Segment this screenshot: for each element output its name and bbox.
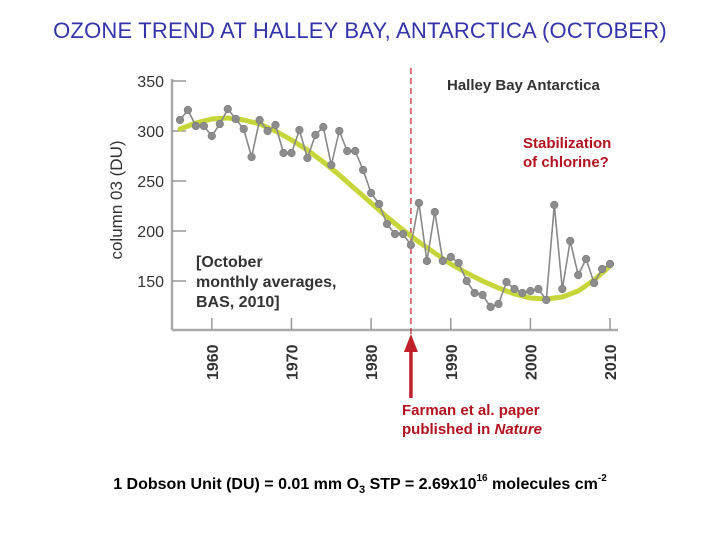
data-point [581, 254, 591, 264]
data-point [295, 125, 304, 135]
nature-journal: Nature [494, 421, 543, 438]
data-point [287, 148, 296, 158]
data-point [406, 240, 416, 250]
x-tick-label: 1960 [205, 344, 222, 380]
data-point [605, 259, 615, 269]
arrow-head [403, 334, 418, 352]
data-points [175, 104, 615, 312]
data-point [231, 114, 240, 124]
data-point [359, 165, 368, 175]
note-line: monthly averages, [196, 274, 337, 291]
chart-axes [170, 79, 618, 332]
footnote-part-1: 1 Dobson Unit (DU) = 0.01 mm O [113, 476, 360, 493]
data-point [470, 288, 479, 298]
data-point [255, 115, 264, 125]
data-point [446, 252, 455, 262]
data-point [534, 284, 543, 294]
y-tick-label: 350 [137, 74, 164, 91]
x-tick-label: 2010 [603, 344, 620, 380]
farman-arrow [403, 334, 418, 398]
stabilization-line-1: Stabilization [523, 135, 612, 152]
data-point [343, 146, 352, 156]
o3-subscript: 3 [359, 484, 366, 497]
data-point [422, 256, 432, 266]
slide-title: OZONE TREND AT HALLEY BAY, ANTARCTICA (O… [53, 18, 667, 43]
data-point [327, 160, 336, 170]
footnote-part-2: STP = 2.69x10 [365, 476, 477, 493]
dobson-unit-footnote: 1 Dobson Unit (DU) = 0.01 mm O3 STP = 2.… [0, 473, 720, 497]
data-point [375, 199, 384, 209]
data-point [454, 258, 463, 268]
x-tick-label: 2000 [523, 344, 540, 380]
data-point [175, 115, 185, 125]
data-point [438, 256, 447, 266]
y-tick-label: 150 [137, 274, 164, 291]
stabilization-line-2: of chlorine? [523, 154, 609, 171]
data-point [183, 105, 192, 115]
y-axis-label: column 03 (DU) [107, 140, 126, 259]
stabilization-annotation: Stabilization of chlorine? [523, 134, 611, 172]
data-point [223, 104, 232, 114]
chart-note: [October monthly averages, BAS, 2010] [196, 254, 337, 311]
farman-line-1: Farman et al. paper [402, 402, 540, 419]
data-point [462, 276, 471, 286]
data-point [191, 121, 200, 131]
data-point [335, 126, 344, 136]
data-point [550, 200, 559, 210]
data-point [510, 284, 519, 294]
y-tick-label: 300 [137, 124, 164, 141]
data-point [207, 131, 216, 141]
exponent-minus-2: -2 [597, 473, 607, 484]
data-point [367, 188, 376, 198]
y-tick-label: 250 [137, 174, 164, 191]
data-point [574, 270, 583, 280]
data-point [414, 198, 424, 208]
data-point [247, 152, 256, 162]
data-point [589, 278, 599, 288]
farman-annotation: Farman et al. paper published in Nature [402, 401, 542, 439]
data-point [518, 288, 527, 298]
data-point [494, 299, 503, 309]
data-point [382, 219, 392, 229]
data-point [351, 146, 360, 156]
footnote-part-3: molecules cm [487, 476, 598, 493]
data-point [319, 122, 328, 132]
x-tick-label: 1970 [284, 344, 301, 380]
data-point [263, 126, 272, 136]
data-point [502, 277, 511, 287]
note-line: [October [196, 254, 263, 271]
note-line: BAS, 2010] [196, 294, 280, 311]
x-tick-labels: 1960 1970 1980 1990 2000 2010 [205, 344, 620, 380]
data-point [478, 290, 487, 300]
data-point [526, 286, 535, 296]
data-point [215, 119, 224, 129]
x-tick-label: 1990 [444, 344, 461, 380]
trend-line [177, 115, 613, 302]
x-tick-label: 1980 [364, 344, 381, 380]
data-point [199, 121, 208, 131]
data-point [303, 153, 312, 163]
data-point [390, 229, 400, 239]
data-point [597, 264, 607, 274]
chart-title: Halley Bay Antarctica [447, 77, 601, 94]
data-point [430, 207, 439, 217]
y-tick-label: 200 [137, 224, 164, 241]
data-point [279, 148, 288, 158]
data-point [398, 229, 408, 239]
data-point [271, 120, 280, 130]
exponent-16: 16 [476, 473, 488, 484]
data-point [558, 284, 567, 294]
y-tick-labels: 150 200 250 300 350 [137, 74, 164, 291]
farman-line-2-text: published in [402, 421, 495, 438]
data-point [566, 236, 575, 246]
data-point [239, 124, 248, 134]
farman-line-2: published in Nature [402, 420, 542, 439]
data-point [542, 295, 551, 305]
data-point [311, 130, 320, 140]
data-point [486, 302, 495, 312]
